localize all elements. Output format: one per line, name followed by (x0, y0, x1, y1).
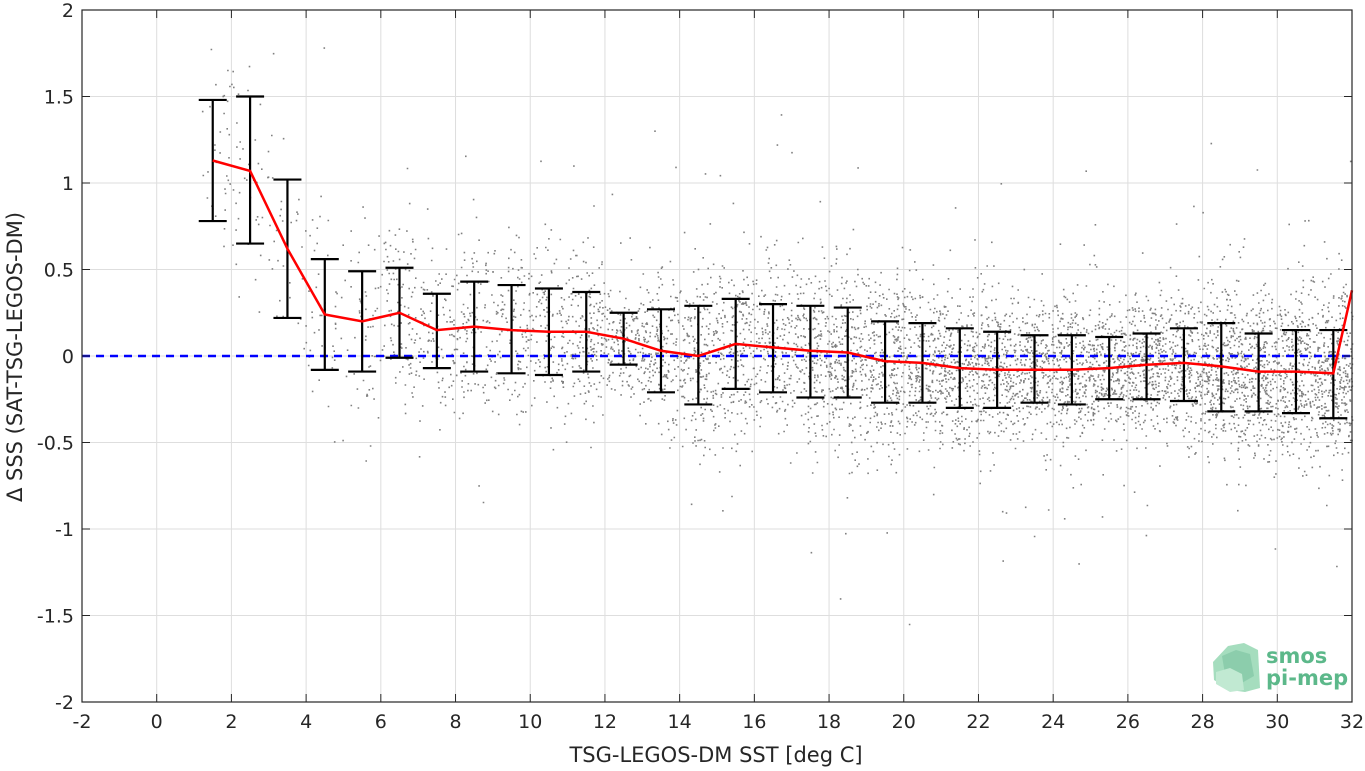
y-tick-label: -2 (55, 692, 74, 714)
x-tick-labels: -2 0 2 4 6 8 10 12 14 16 18 20 22 24 26 28 30 32 (73, 711, 1365, 733)
x-tick-label: 20 (892, 711, 916, 733)
axes (81, 9, 1353, 703)
mean-line (212, 159, 1354, 375)
y-tick-label: -0.5 (37, 433, 74, 455)
x-tick-label: 0 (151, 711, 163, 733)
error-bar (1132, 332, 1161, 401)
logo-text-line1: smos (1266, 644, 1327, 668)
y-tick-label: 0 (62, 346, 74, 368)
y-tick-label: 2 (62, 0, 74, 22)
smos-pi-mep-logo: smos pi-mep (1213, 643, 1348, 692)
x-tick-label: 12 (593, 711, 617, 733)
x-tick-label: 30 (1265, 711, 1289, 733)
x-tick-label: 18 (817, 711, 841, 733)
y-axis-label: Δ SSS (SAT-TSG-LEGOS-DM) (3, 212, 27, 502)
logo-text-line2: pi-mep (1266, 666, 1348, 690)
x-tick-label: 26 (1116, 711, 1140, 733)
y-tick-label: 1 (62, 173, 74, 195)
y-tick-label: 0.5 (44, 260, 74, 282)
y-tick-label: -1 (55, 519, 74, 541)
x-tick-label: 6 (375, 711, 387, 733)
x-tick-label: 22 (966, 711, 990, 733)
x-tick-label: 28 (1190, 711, 1214, 733)
x-tick-label: 2 (225, 711, 237, 733)
x-tick-label: 14 (668, 711, 692, 733)
logo-mark-icon (1213, 643, 1260, 692)
error-bar (1169, 327, 1198, 403)
x-tick-label: 32 (1340, 711, 1364, 733)
x-tick-label: 24 (1041, 711, 1065, 733)
x-tick-label: 10 (518, 711, 542, 733)
y-tick-labels: -2 -1.5 -1 -0.5 0 0.5 1 1.5 2 (37, 0, 74, 714)
mean-line-path (212, 159, 1354, 375)
x-tick-label: 16 (742, 711, 766, 733)
y-tick-label: 1.5 (44, 87, 74, 109)
y-tick-label: -1.5 (37, 606, 74, 628)
x-tick-label: 4 (300, 711, 312, 733)
x-tick-label: 8 (449, 711, 461, 733)
x-tick-label: -2 (73, 711, 92, 733)
x-axis-label: TSG-LEGOS-DM SST [deg C] (568, 743, 862, 767)
